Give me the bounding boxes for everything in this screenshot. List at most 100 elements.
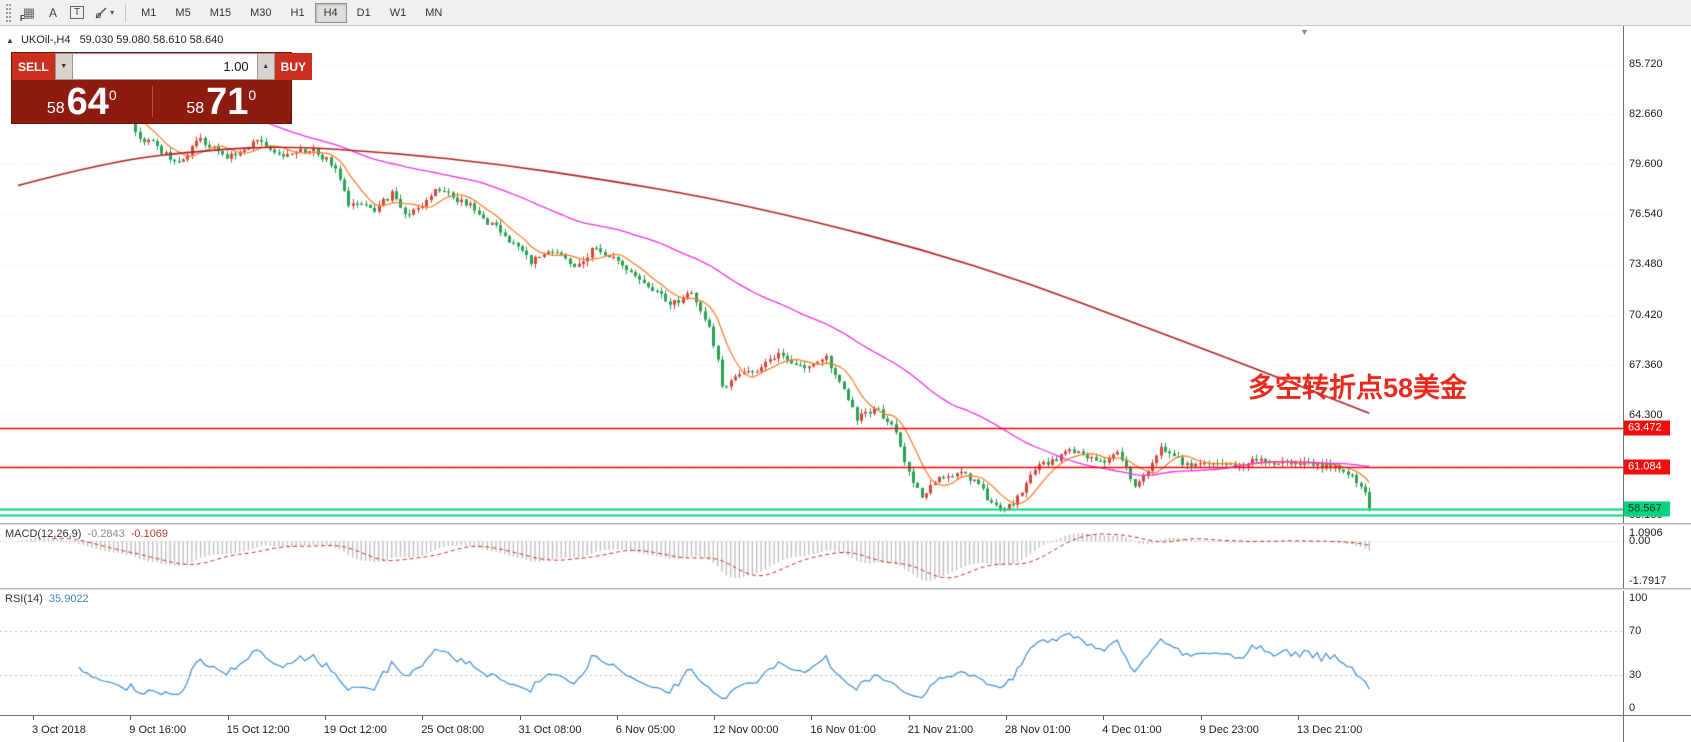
time-tick [324,716,326,720]
macd-axis-label: -1.7917 [1629,575,1667,587]
trade-controls-row: SELL ▼ ▲ BUY [12,53,313,80]
time-tick [908,716,910,720]
price-axis-label: 64.300 [1629,408,1663,421]
time-tick [714,716,716,720]
time-axis-label: 19 Oct 12:00 [323,724,387,736]
buy-price-big: 71 [206,81,249,123]
price-chart-area[interactable]: ▲ UKOil-,H4 59.030 59.080 58.610 58.640 … [0,26,1623,523]
buy-price-small: 58 [186,100,205,117]
price-axis-label: 67.360 [1629,358,1663,371]
toolbar-drag-handle-icon[interactable] [6,3,11,22]
rsi-chart-area[interactable]: RSI(14) 35.9022 [0,591,1623,715]
ohlc-values: 59.030 59.080 58.610 58.640 [79,34,224,46]
trade-prices-row: 58 64 0 58 71 0 [12,80,291,123]
time-axis-label: 31 Oct 08:00 [518,724,582,736]
price-level-badge: 61.084 [1624,459,1670,475]
time-axis-label: 9 Dec 23:00 [1199,724,1259,736]
main-price-panel: ▲ UKOil-,H4 59.030 59.080 58.610 58.640 … [0,26,1691,523]
chart-text-annotation: 多空转折点58美金 [1248,373,1468,403]
sell-button[interactable]: SELL [12,53,55,80]
time-tick [616,716,618,720]
price-axis-label: 79.600 [1629,158,1663,171]
timeframe-mn-button[interactable]: MN [416,3,451,23]
rsi-axis-label: 0 [1629,702,1636,714]
price-level-badge: 63.472 [1624,420,1670,436]
time-axis-row: 3 Oct 2018 9 Oct 16:00 15 Oct 12:00 19 Oct … [0,715,1691,742]
macd-chart-area[interactable]: MACD(12,26,9) -0.2843 -0.1069 [0,526,1623,588]
chart-shift-marker-icon[interactable]: ▼ [1300,27,1309,37]
volume-down-button[interactable]: ▼ [54,53,73,80]
timeframe-d1-button[interactable]: D1 [348,3,380,23]
template-grid-icon[interactable]: ▦ F [17,2,41,24]
objects-tool-icon[interactable]: ▾ [89,2,119,24]
timeframe-h1-button[interactable]: H1 [282,3,314,23]
timeframe-button-group: M1 M5 M15 M30 H1 H4 D1 W1 MN [132,2,451,23]
time-axis-label: 16 Nov 01:00 [810,724,876,736]
buy-price[interactable]: 58 71 0 [152,80,292,123]
grid-glyph-icon: ▦ [22,5,36,20]
sell-price-small: 58 [46,100,65,117]
timeframe-m5-button[interactable]: M5 [166,3,199,23]
toolbar-separator [125,3,127,22]
sell-price[interactable]: 58 64 0 [12,80,152,123]
sell-price-sup: 0 [108,87,117,103]
time-tick [1103,716,1105,720]
time-tick [33,716,34,720]
buy-price-sup: 0 [248,87,257,103]
panel-separator[interactable] [0,523,1691,526]
macd-canvas[interactable] [0,526,1623,588]
price-axis-label: 85.720 [1629,58,1663,70]
timeframe-m15-button[interactable]: M15 [201,3,240,23]
text-tool-icon[interactable]: T [65,2,89,24]
rsi-panel: RSI(14) 35.9022 100 70 30 0 [0,591,1691,715]
timeframe-m30-button[interactable]: M30 [241,3,280,23]
chart-window: ▲ UKOil-,H4 59.030 59.080 58.610 58.640 … [0,26,1691,742]
time-tick [519,716,521,720]
chart-title-marker-icon: ▲ [6,36,14,45]
rsi-canvas[interactable] [0,591,1623,715]
time-axis-label: 6 Nov 05:00 [615,724,676,736]
time-axis-label: 21 Nov 21:00 [907,724,974,736]
price-divider [151,86,153,117]
buy-button[interactable]: BUY [274,53,313,80]
time-tick [1200,716,1202,720]
boxed-t-glyph: T [70,6,85,19]
time-axis-label: 13 Dec 21:00 [1296,724,1363,736]
panel-separator[interactable] [0,588,1691,591]
time-axis[interactable]: 3 Oct 2018 9 Oct 16:00 15 Oct 12:00 19 Oct … [0,716,1623,742]
volume-input[interactable] [72,53,257,80]
time-axis-label: 9 Oct 16:00 [129,724,187,736]
shapes-glyph-icon [95,7,107,18]
rsi-axis[interactable]: 100 70 30 0 [1623,591,1691,715]
time-tick [1006,716,1007,720]
time-tick [130,716,132,720]
axis-corner [1623,716,1691,742]
rsi-axis-label: 30 [1629,669,1642,682]
price-axis-label: 76.540 [1629,208,1663,221]
timeframe-m1-button[interactable]: M1 [132,3,165,23]
time-axis-label: 12 Nov 00:00 [713,724,779,736]
time-tick [1297,716,1299,720]
volume-up-button[interactable]: ▲ [256,53,275,80]
time-axis-label: 3 Oct 2018 [32,724,86,736]
volume-control: ▼ ▲ [54,53,275,80]
time-axis-label: 28 Nov 01:00 [1005,724,1071,736]
time-axis-label: 4 Dec 01:00 [1102,724,1162,736]
timeframe-h4-button[interactable]: H4 [314,2,347,23]
time-tick [811,716,813,720]
price-level-badge: 58.567 [1624,501,1670,517]
timeframe-w1-button[interactable]: W1 [381,3,416,23]
price-axis[interactable]: 85.720 82.660 79.600 76.540 73.480 70.420 67.3… [1623,26,1691,523]
price-axis-label: 73.480 [1629,258,1663,271]
price-axis-label: 82.660 [1629,108,1663,121]
symbol-name: UKOil-,H4 [20,34,71,46]
macd-panel: MACD(12,26,9) -0.2843 -0.1069 1.0906 0.00 -1… [0,526,1691,588]
arrow-a-tool-icon[interactable]: A [41,2,65,24]
f-subscript-label: F [20,13,25,23]
rsi-axis-label: 70 [1629,624,1642,637]
macd-axis[interactable]: 1.0906 0.00 -1.7917 [1623,526,1691,588]
one-click-trading-panel: SELL ▼ ▲ BUY 58 64 0 [11,52,313,124]
chart-symbol-title: ▲ UKOil-,H4 59.030 59.080 58.610 58.640 [6,34,223,46]
price-axis-label: 70.420 [1629,308,1663,321]
